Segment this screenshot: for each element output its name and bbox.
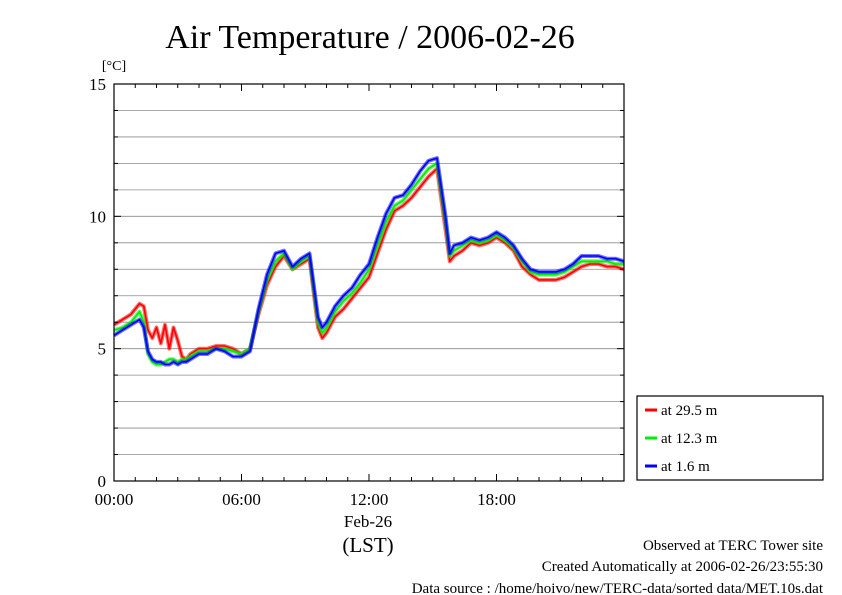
- legend: at 29.5 m at 12.3 m at 1.6 m: [636, 395, 824, 481]
- y-unit-label: [°C]: [102, 59, 126, 74]
- x-tick-label: 06:00: [222, 490, 261, 509]
- y-tick-label: 5: [98, 340, 107, 359]
- y-tick-label: 0: [98, 472, 107, 491]
- y-tick-label: 15: [89, 75, 106, 94]
- x-date-label: Feb-26: [344, 512, 392, 531]
- grid-lines: [114, 110, 624, 455]
- legend-box: [636, 395, 824, 481]
- footer-source: Data source : /home/hoivo/new/TERC-data/…: [412, 581, 824, 595]
- series-line: [113, 157, 625, 366]
- legend-label: at 29.5 m: [661, 403, 718, 419]
- plot-frame: [113, 83, 625, 482]
- series-line-halo: [112, 156, 625, 367]
- footer-site: Observed at TERC Tower site: [643, 538, 823, 554]
- legend-label: at 1.6 m: [661, 459, 710, 475]
- series-line: [113, 167, 625, 361]
- y-tick-label: 10: [89, 207, 106, 226]
- legend-label: at 12.3 m: [661, 431, 718, 447]
- series-lines: [112, 156, 625, 367]
- x-tick-label: 18:00: [477, 490, 516, 509]
- x-tick-label: 00:00: [95, 490, 134, 509]
- x-axis-label: (LST): [342, 533, 393, 557]
- x-tick-label: 12:00: [350, 490, 389, 509]
- chart-title: Air Temperature / 2006-02-26: [165, 19, 575, 56]
- axes: 0 5 10 15 00:00 06:00 12:00 18:00: [89, 75, 625, 509]
- footer-created: Created Automatically at 2006-02-26/23:5…: [542, 559, 823, 575]
